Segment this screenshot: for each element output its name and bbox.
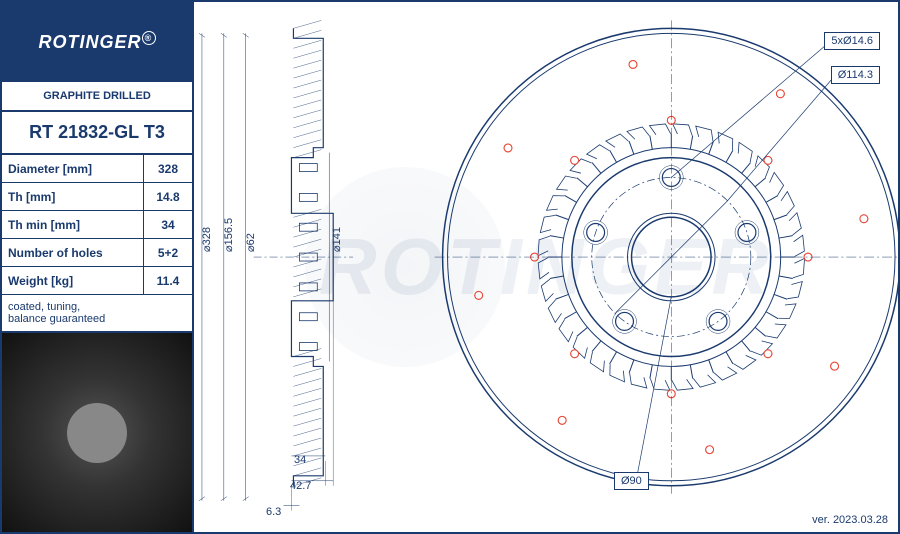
technical-drawing: ROTINGER 5xØ14.6 Ø114.3 Ø90 ⌀328 ⌀156.5 …: [194, 2, 898, 532]
product-photo: [2, 333, 192, 532]
spec-row: Diameter [mm]328: [2, 155, 192, 183]
spec-label: Th [mm]: [2, 183, 144, 210]
notes: coated, tuning, balance guaranteed: [2, 295, 192, 333]
drawing-container: ROTINGER® GRAPHITE DRILLED RT 21832-GL T…: [0, 0, 900, 534]
callout-pcd: Ø114.3: [831, 66, 880, 84]
callout-bolt-pattern: 5xØ14.6: [824, 32, 880, 50]
spec-value: 5+2: [144, 246, 192, 260]
spec-row: Weight [kg]11.4: [2, 267, 192, 295]
spec-value: 34: [144, 218, 192, 232]
version-label: ver. 2023.03.28: [812, 514, 888, 526]
callout-center-bore: Ø90: [614, 472, 649, 490]
spec-label: Diameter [mm]: [2, 155, 144, 182]
spec-row: Th [mm]14.8: [2, 183, 192, 211]
drawing-svg: [194, 2, 898, 532]
dim-mid1: ⌀156.5: [222, 218, 235, 252]
logo: ROTINGER®: [2, 2, 192, 82]
dim-outer: ⌀328: [200, 227, 213, 252]
dim-lip: 6.3: [266, 506, 281, 518]
spec-panel: ROTINGER® GRAPHITE DRILLED RT 21832-GL T…: [2, 2, 194, 532]
brand-name: ROTINGER®: [38, 31, 155, 53]
spec-label: Th min [mm]: [2, 211, 144, 238]
dim-mid2: ⌀62: [244, 233, 257, 252]
dim-inner: ⌀141: [330, 227, 343, 252]
dim-thickness: 34: [294, 454, 306, 466]
spec-value: 11.4: [144, 274, 192, 288]
dim-offset: 42.7: [290, 480, 311, 492]
subtitle: GRAPHITE DRILLED: [2, 82, 192, 112]
spec-label: Weight [kg]: [2, 267, 144, 294]
spec-row: Number of holes5+2: [2, 239, 192, 267]
spec-value: 14.8: [144, 190, 192, 204]
part-number: RT 21832-GL T3: [2, 112, 192, 155]
spec-value: 328: [144, 162, 192, 176]
spec-row: Th min [mm]34: [2, 211, 192, 239]
spec-label: Number of holes: [2, 239, 144, 266]
